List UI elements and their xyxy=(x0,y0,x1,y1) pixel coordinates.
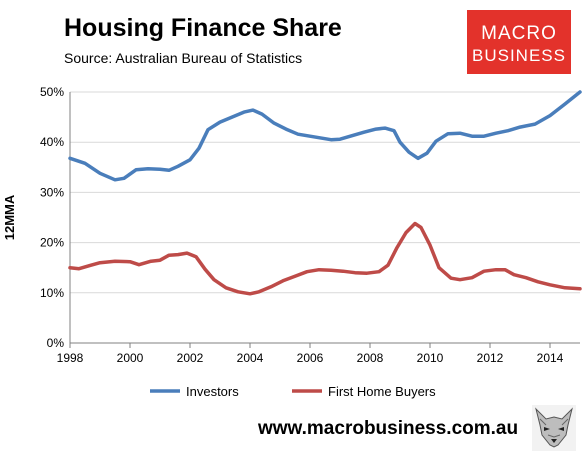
legend-label: Investors xyxy=(186,384,239,399)
y-tick-label: 40% xyxy=(40,135,64,149)
x-tick-label: 2012 xyxy=(477,351,504,365)
x-tick-label: 2004 xyxy=(237,351,264,365)
series-line-first-home-buyers xyxy=(68,221,582,296)
website-url[interactable]: www.macrobusiness.com.au xyxy=(258,418,519,439)
y-tick-label: 30% xyxy=(40,185,64,199)
y-tick-label: 50% xyxy=(40,85,64,99)
x-tick-label: 2014 xyxy=(537,351,564,365)
y-tick-label: 20% xyxy=(40,236,64,250)
y-tick-label: 0% xyxy=(47,336,65,350)
macrobusiness-logo[interactable]: MACRO BUSINESS xyxy=(467,10,571,74)
series-line-investors xyxy=(68,90,582,182)
x-tick-label: 2006 xyxy=(297,351,324,365)
x-tick-label: 2010 xyxy=(417,351,444,365)
y-tick-label: 10% xyxy=(40,286,64,300)
logo-line-1: MACRO xyxy=(481,23,557,44)
chart-subtitle: Source: Australian Bureau of Statistics xyxy=(64,50,303,66)
y-axis-label: 12MMA xyxy=(2,194,17,240)
x-tick-label: 2000 xyxy=(117,351,144,365)
legend-label: First Home Buyers xyxy=(328,384,436,399)
chart-title: Housing Finance Share xyxy=(64,14,342,42)
x-tick-label: 2008 xyxy=(357,351,384,365)
fox-logo-icon xyxy=(532,405,576,451)
logo-line-2: BUSINESS xyxy=(472,46,566,65)
x-tick-label: 2002 xyxy=(177,351,204,365)
x-tick-label: 1998 xyxy=(57,351,84,365)
